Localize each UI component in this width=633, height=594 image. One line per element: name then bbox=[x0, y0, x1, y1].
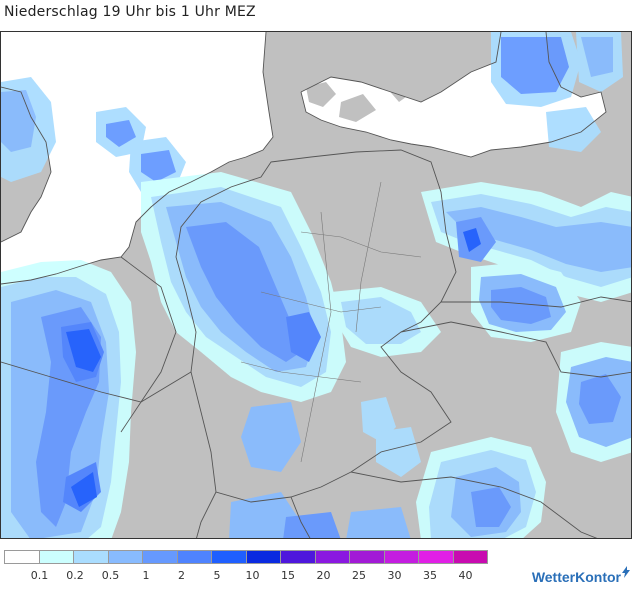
map-canvas bbox=[1, 32, 631, 538]
legend-swatch bbox=[452, 550, 488, 564]
legend-label: 5 bbox=[213, 569, 221, 582]
legend-swatch bbox=[314, 550, 350, 564]
legend-label: 0.2 bbox=[66, 569, 84, 582]
legend-label: 30 bbox=[387, 569, 402, 582]
legend-label: 0.1 bbox=[30, 569, 49, 582]
legend-swatch bbox=[245, 550, 281, 564]
legend-swatch bbox=[176, 550, 212, 564]
country-borders bbox=[1, 32, 631, 538]
legend-swatch bbox=[4, 550, 40, 564]
danish-islands bbox=[306, 80, 413, 122]
legend-label: 35 bbox=[423, 569, 437, 582]
precipitation-overlay bbox=[1, 32, 631, 538]
legend-swatch bbox=[418, 550, 454, 564]
legend-swatch bbox=[38, 550, 74, 564]
map-title: Niederschlag 19 Uhr bis 1 Uhr MEZ bbox=[4, 4, 256, 20]
legend-swatch bbox=[142, 550, 178, 564]
legend-swatch bbox=[107, 550, 143, 564]
legend-label: 15 bbox=[281, 569, 295, 582]
legend-swatch bbox=[211, 550, 247, 564]
legend-label: 10 bbox=[245, 569, 260, 582]
legend-labels: 0.1 0.2 0.5 1 2 5 10 15 20 25 30 35 40 bbox=[4, 569, 504, 583]
legend-label: 20 bbox=[316, 569, 331, 582]
lightning-icon bbox=[622, 566, 630, 578]
legend-swatch bbox=[383, 550, 419, 564]
precipitation-map[interactable] bbox=[0, 31, 632, 539]
precipitation-legend bbox=[4, 550, 488, 566]
legend-swatch bbox=[73, 550, 109, 564]
brand-logo[interactable]: WetterKontor bbox=[531, 569, 621, 585]
legend-label: 2 bbox=[178, 569, 185, 582]
legend-label: 25 bbox=[352, 569, 366, 582]
legend-label: 1 bbox=[142, 569, 150, 582]
legend-swatch bbox=[349, 550, 385, 564]
legend-label: 0.5 bbox=[101, 569, 120, 582]
legend-label: 40 bbox=[458, 569, 473, 582]
legend-swatch bbox=[280, 550, 316, 564]
